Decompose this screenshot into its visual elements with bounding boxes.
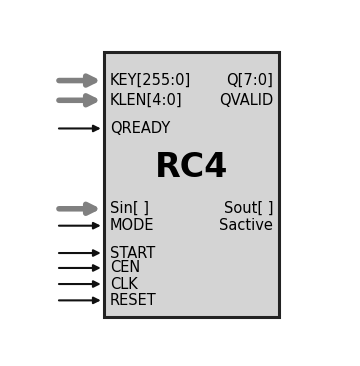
Text: KEY[255:0]: KEY[255:0] [110,73,191,88]
Text: QVALID: QVALID [219,93,273,108]
Text: CLK: CLK [110,277,138,292]
Text: MODE: MODE [110,218,154,233]
Text: RC4: RC4 [155,151,228,184]
Text: Q[7:0]: Q[7:0] [226,73,273,88]
Text: CEN: CEN [110,261,140,276]
Text: Sout[ ]: Sout[ ] [224,201,273,216]
Text: Sactive: Sactive [219,218,273,233]
Text: START: START [110,246,155,261]
Text: KLEN[4:0]: KLEN[4:0] [110,93,183,108]
Text: Sin[ ]: Sin[ ] [110,201,149,216]
Text: QREADY: QREADY [110,121,170,136]
Bar [104,52,279,317]
Text: RESET: RESET [110,293,157,308]
